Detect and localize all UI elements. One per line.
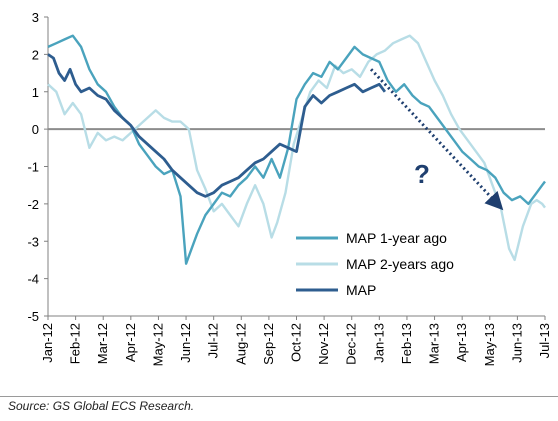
x-tick-label: Mar-13	[427, 323, 442, 364]
x-tick-label: Jan-13	[371, 323, 386, 363]
y-tick-label: 2	[32, 47, 39, 62]
x-tick-label: Jul-12	[206, 323, 221, 358]
x-tick-label: Dec-12	[344, 323, 359, 365]
chart-legend: MAP 1-year ago MAP 2-years ago MAP	[296, 230, 454, 298]
x-tick-label: Oct-12	[289, 323, 304, 362]
x-tick-label: Apr-12	[123, 323, 138, 362]
series-line-map-1-year-ago	[47, 34, 546, 265]
x-tick-label: Jan-12	[40, 323, 55, 363]
x-tick-label: Apr-13	[454, 323, 469, 362]
x-tick-label: Aug-12	[233, 323, 248, 365]
legend-label: MAP 2-years ago	[346, 256, 454, 272]
y-tick-label: -5	[27, 309, 39, 324]
y-tick-label: 3	[32, 10, 39, 25]
forecast-arrow	[369, 68, 504, 211]
x-tick-label: Nov-12	[316, 323, 331, 365]
x-tick-label: May-13	[482, 323, 497, 366]
x-tick-label: Mar-12	[95, 323, 110, 364]
y-tick-label: 0	[32, 122, 39, 137]
x-tick-label: May-12	[150, 323, 165, 366]
y-tick-label: -2	[27, 197, 39, 212]
legend-label: MAP	[346, 282, 376, 298]
x-tick-label: Jul-13	[537, 323, 552, 358]
x-tick-label: Feb-13	[399, 323, 414, 364]
x-tick-label: Jun-12	[178, 323, 193, 363]
x-tick-label: Feb-12	[68, 323, 83, 364]
chart-annotations: ?	[369, 68, 504, 211]
question-mark-annotation: ?	[414, 159, 430, 189]
series-line-map	[47, 53, 387, 198]
source-note: Source: GS Global ECS Research.	[8, 399, 195, 413]
y-tick-label: -1	[27, 160, 39, 175]
legend-label: MAP 1-year ago	[346, 230, 447, 246]
y-tick-label: -4	[27, 272, 39, 287]
y-tick-label: 1	[32, 85, 39, 100]
x-tick-label: Jun-13	[509, 323, 524, 363]
source-divider	[0, 396, 558, 397]
x-tick-label: Sep-12	[261, 323, 276, 365]
chart-series-layer	[47, 34, 546, 265]
y-tick-label: -3	[27, 234, 39, 249]
